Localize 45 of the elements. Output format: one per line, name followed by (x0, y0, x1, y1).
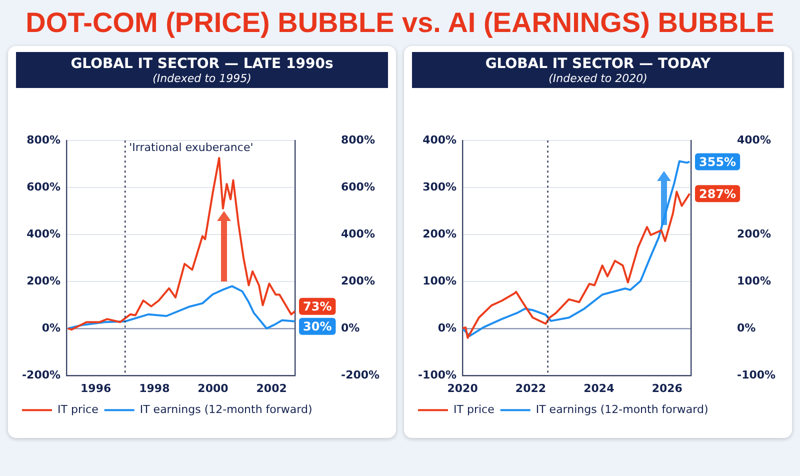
y-tick-label: 800% (341, 133, 375, 146)
y2-tick-label: 0% (42, 321, 61, 334)
chart-title: GLOBAL IT SECTOR — LATE 1990s (70, 56, 334, 72)
legend-label: IT earnings (12-month forward) (140, 402, 312, 416)
x-tick-label: 2000 (198, 382, 229, 395)
data-label: 30% (303, 319, 332, 334)
y2-tick-label: 400% (737, 133, 771, 146)
text: DOT-COM (PRICE) BUBBLE vs. AI (EARNINGS) BUBBLE (26, 7, 774, 39)
x-tick-label: 2022 (515, 382, 546, 395)
chart-subtitle: (Indexed to 1995) (152, 72, 252, 85)
y-tick-label: 400% (341, 227, 375, 240)
x-tick-label: 2002 (256, 382, 287, 395)
chart-title: GLOBAL IT SECTOR — TODAY (484, 56, 712, 72)
y2-tick-label: -200% (22, 368, 61, 382)
legend-label: IT price (58, 402, 99, 416)
x-tick-label: 1998 (139, 382, 170, 395)
chart-subtitle: (Indexed to 2020) (548, 72, 648, 85)
y-tick-label: 200% (422, 227, 457, 240)
y-tick-label: 400% (422, 133, 457, 146)
data-label: 73% (303, 299, 332, 314)
y2-tick-label: -100% (737, 368, 776, 382)
x-tick-label: 1996 (80, 382, 112, 395)
legend-label: IT earnings (12-month forward) (536, 402, 708, 416)
y2-tick-label: 0% (737, 321, 756, 334)
ref-line-label: 'Irrational exuberance' (129, 140, 254, 154)
y2-tick-label: 200% (26, 274, 61, 288)
x-tick-label: 2024 (584, 382, 615, 395)
y2-tick-label: 800% (26, 133, 61, 146)
legend-label: IT price (454, 402, 495, 416)
data-label: 287% (699, 186, 736, 201)
y-tick-label: 200% (341, 274, 375, 288)
y2-tick-label: 400% (26, 227, 61, 240)
y-tick-label: 300% (422, 180, 457, 194)
data-label: 355% (699, 154, 736, 169)
y2-tick-label: 200% (737, 227, 771, 240)
y-tick-label: -100% (418, 368, 457, 382)
y-tick-label: 600% (341, 180, 375, 194)
y2-tick-label: 100% (737, 274, 771, 288)
y-tick-label: -200% (341, 368, 380, 382)
y2-tick-label: 600% (26, 180, 61, 194)
y-tick-label: 100% (422, 274, 457, 288)
x-tick-label: 2020 (447, 382, 478, 395)
y-tick-label: 0% (341, 321, 360, 334)
y-tick-label: 0% (438, 321, 457, 334)
x-tick-label: 2026 (652, 382, 683, 395)
